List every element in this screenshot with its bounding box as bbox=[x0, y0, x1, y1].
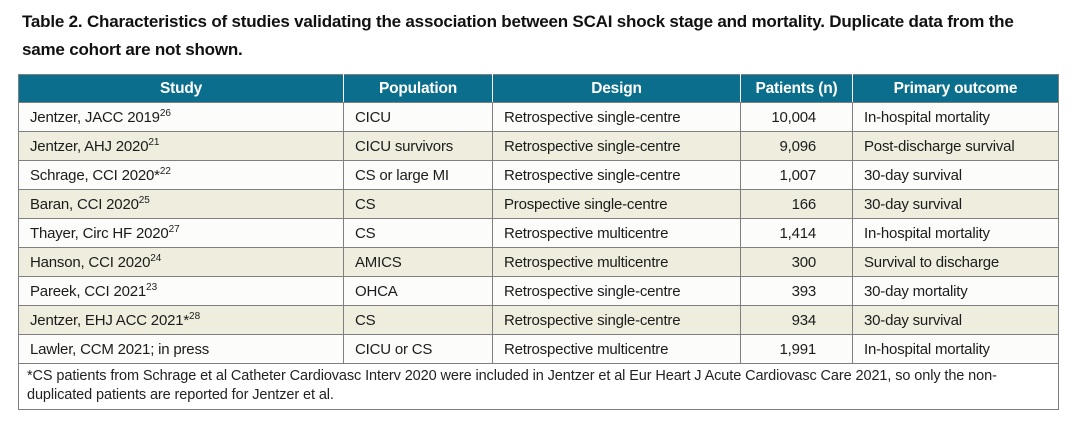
column-header-design: Design bbox=[492, 74, 741, 103]
cell-study: Jentzer, JACC 201926 bbox=[18, 102, 344, 132]
cell-population: OHCA bbox=[343, 276, 493, 306]
cell-design: Retrospective single-centre bbox=[492, 102, 741, 132]
cell-patients: 1,991 bbox=[740, 334, 853, 364]
cell-design: Retrospective single-centre bbox=[492, 305, 741, 335]
cell-outcome: Post-discharge survival bbox=[852, 131, 1059, 161]
table-footnote: *CS patients from Schrage et al Catheter… bbox=[18, 363, 1059, 410]
cell-design: Retrospective multicentre bbox=[492, 218, 741, 248]
cell-design: Retrospective single-centre bbox=[492, 131, 741, 161]
reference-superscript: 25 bbox=[138, 194, 150, 206]
cell-outcome: 30-day mortality bbox=[852, 276, 1059, 306]
reference-superscript: 21 bbox=[148, 136, 160, 148]
cell-population: CS or large MI bbox=[343, 160, 493, 190]
cell-population: CS bbox=[343, 189, 493, 219]
cell-outcome: 30-day survival bbox=[852, 189, 1059, 219]
table-row: Baran, CCI 202025 CS Prospective single-… bbox=[18, 189, 1059, 219]
studies-table: Study Population Design Patients (n) Pri… bbox=[18, 74, 1059, 410]
reference-superscript: 27 bbox=[168, 223, 180, 235]
table-caption: Table 2. Characteristics of studies vali… bbox=[22, 12, 1014, 59]
column-header-primary-outcome: Primary outcome bbox=[852, 74, 1059, 103]
cell-design: Retrospective single-centre bbox=[492, 160, 741, 190]
reference-superscript: 28 bbox=[189, 310, 201, 322]
cell-outcome: In-hospital mortality bbox=[852, 334, 1059, 364]
cell-design: Prospective single-centre bbox=[492, 189, 741, 219]
cell-study: Jentzer, EHJ ACC 2021*28 bbox=[18, 305, 344, 335]
cell-study: Hanson, CCI 202024 bbox=[18, 247, 344, 277]
cell-outcome: Survival to discharge bbox=[852, 247, 1059, 277]
cell-patients: 1,414 bbox=[740, 218, 853, 248]
cell-patients: 166 bbox=[740, 189, 853, 219]
table-row: Jentzer, JACC 201926 CICU Retrospective … bbox=[18, 102, 1059, 132]
reference-superscript: 22 bbox=[159, 165, 171, 177]
cell-population: CICU survivors bbox=[343, 131, 493, 161]
cell-patients: 934 bbox=[740, 305, 853, 335]
reference-superscript: 26 bbox=[159, 107, 171, 119]
cell-study: Pareek, CCI 202123 bbox=[18, 276, 344, 306]
table-row: Thayer, Circ HF 202027 CS Retrospective … bbox=[18, 218, 1059, 248]
cell-study: Jentzer, AHJ 202021 bbox=[18, 131, 344, 161]
cell-patients: 300 bbox=[740, 247, 853, 277]
cell-population: CS bbox=[343, 305, 493, 335]
reference-superscript: 23 bbox=[146, 281, 158, 293]
cell-patients: 1,007 bbox=[740, 160, 853, 190]
cell-patients: 9,096 bbox=[740, 131, 853, 161]
cell-outcome: 30-day survival bbox=[852, 160, 1059, 190]
cell-outcome: 30-day survival bbox=[852, 305, 1059, 335]
column-header-patients: Patients (n) bbox=[740, 74, 853, 103]
cell-patients: 10,004 bbox=[740, 102, 853, 132]
cell-design: Retrospective multicentre bbox=[492, 334, 741, 364]
column-header-study: Study bbox=[18, 74, 344, 103]
column-header-population: Population bbox=[343, 74, 493, 103]
table-row: Pareek, CCI 202123 OHCA Retrospective si… bbox=[18, 276, 1059, 306]
table-row: Jentzer, AHJ 202021 CICU survivors Retro… bbox=[18, 131, 1059, 161]
cell-study: Schrage, CCI 2020*22 bbox=[18, 160, 344, 190]
footnote-row: *CS patients from Schrage et al Catheter… bbox=[18, 363, 1059, 410]
table-row: Schrage, CCI 2020*22 CS or large MI Retr… bbox=[18, 160, 1059, 190]
reference-superscript: 24 bbox=[150, 252, 162, 264]
table-header-row: Study Population Design Patients (n) Pri… bbox=[18, 74, 1059, 103]
cell-study: Baran, CCI 202025 bbox=[18, 189, 344, 219]
table-row: Hanson, CCI 202024 AMICS Retrospective m… bbox=[18, 247, 1059, 277]
cell-design: Retrospective single-centre bbox=[492, 276, 741, 306]
cell-population: CICU or CS bbox=[343, 334, 493, 364]
cell-population: CICU bbox=[343, 102, 493, 132]
cell-study: Thayer, Circ HF 202027 bbox=[18, 218, 344, 248]
cell-population: CS bbox=[343, 218, 493, 248]
cell-study: Lawler, CCM 2021; in press bbox=[18, 334, 344, 364]
cell-population: AMICS bbox=[343, 247, 493, 277]
table-row: Jentzer, EHJ ACC 2021*28 CS Retrospectiv… bbox=[18, 305, 1059, 335]
table-row: Lawler, CCM 2021; in press CICU or CS Re… bbox=[18, 334, 1059, 364]
cell-patients: 393 bbox=[740, 276, 853, 306]
cell-outcome: In-hospital mortality bbox=[852, 218, 1059, 248]
cell-design: Retrospective multicentre bbox=[492, 247, 741, 277]
cell-outcome: In-hospital mortality bbox=[852, 102, 1059, 132]
